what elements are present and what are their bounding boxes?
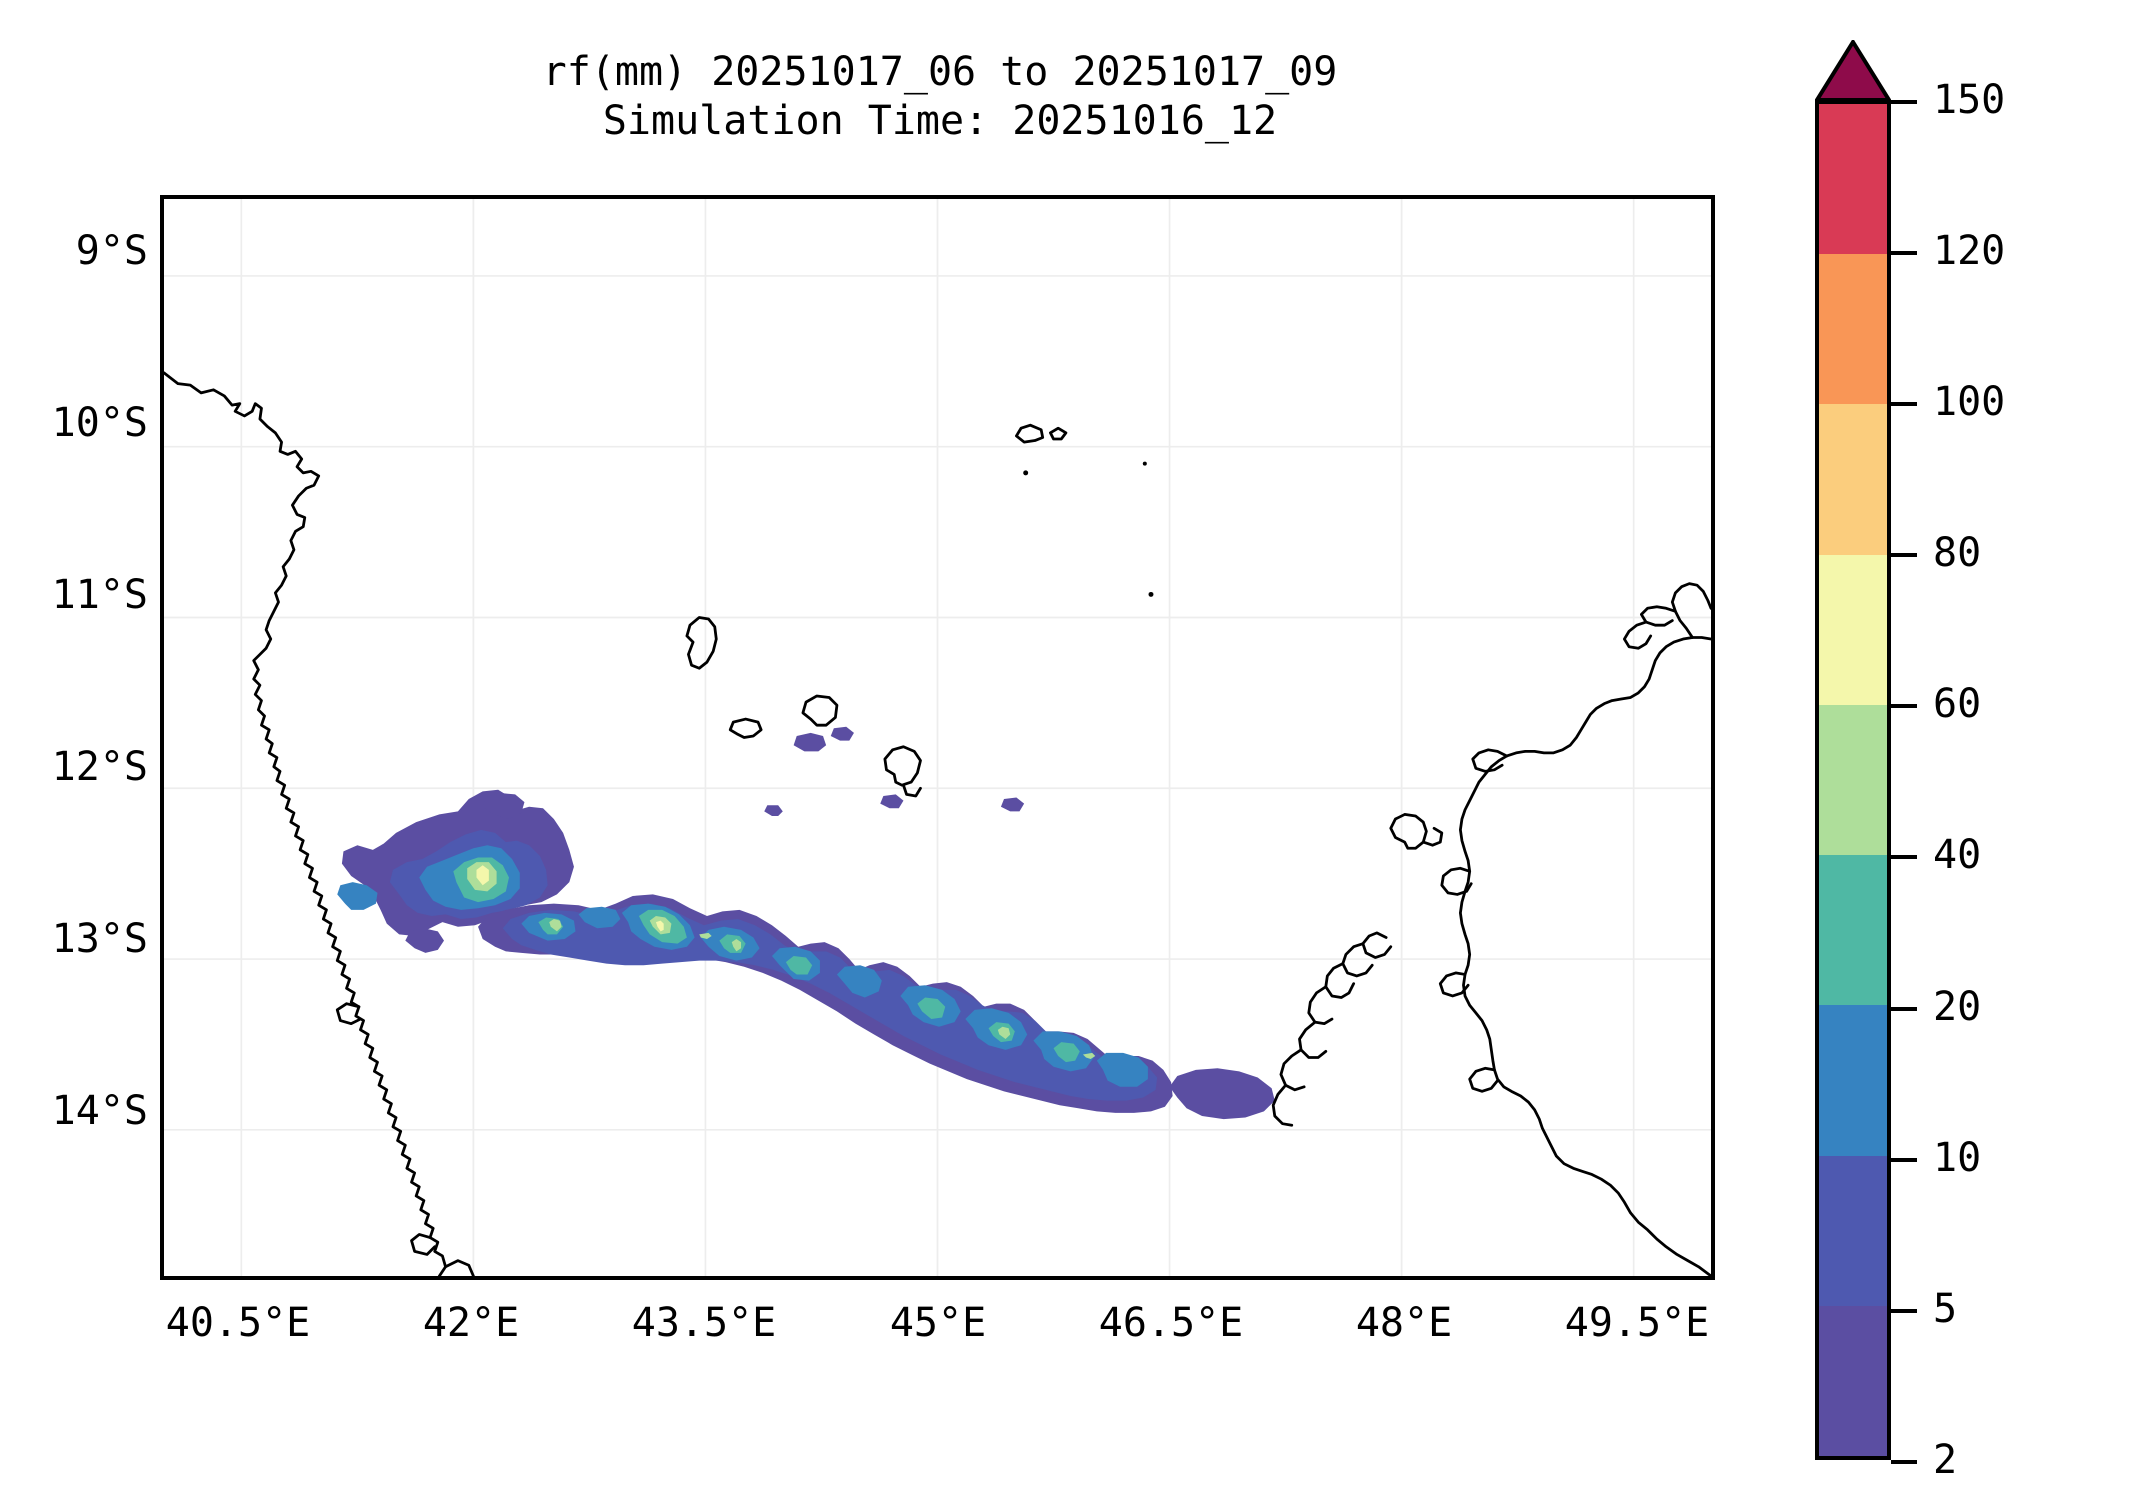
- contour-blob-south: [405, 928, 445, 953]
- contour-blob-north: [482, 792, 525, 820]
- map-axes: [160, 195, 1715, 1280]
- colorbar-band-40-60: [1819, 704, 1887, 856]
- ytick-label-13S: 13°S: [51, 916, 148, 962]
- colorbar-band-120-150: [1819, 104, 1887, 255]
- colorbar-label-150: 150: [1933, 77, 2006, 123]
- colorbar-label-2: 2: [1933, 1437, 1958, 1483]
- contour-tail-east: [1169, 1068, 1275, 1120]
- rainfall-contour-western-cluster: [337, 789, 574, 953]
- xtick-label-46-5E: 46.5°E: [1098, 1300, 1244, 1346]
- figure-title: rf(mm) 20251017_06 to 20251017_09 Simula…: [160, 48, 1720, 146]
- contour-level-10-p2: [578, 906, 621, 929]
- colorbar-label-60: 60: [1933, 681, 1982, 727]
- contour-level-40-c3: [997, 1026, 1011, 1040]
- ytick-label-11S: 11°S: [51, 572, 148, 618]
- colorbar-tick-60: [1891, 704, 1917, 708]
- xtick-label-42E: 42°E: [422, 1300, 520, 1346]
- contour-level-5-band: [502, 903, 1158, 1101]
- colorbar-band-5-10: [1819, 1155, 1887, 1306]
- xtick-label-49-5E: 49.5°E: [1564, 1300, 1710, 1346]
- colorbar-tick-40: [1891, 855, 1917, 859]
- colorbar-label-120: 120: [1933, 228, 2006, 274]
- contour-cell-d: [880, 794, 904, 809]
- colorbar-tick-10: [1891, 1158, 1917, 1162]
- title-line-2: Simulation Time: 20251016_12: [602, 97, 1278, 144]
- contour-level-40-c6: [1082, 1052, 1096, 1060]
- contour-cell-b: [793, 732, 827, 752]
- rainfall-contour-scattered-cells: [764, 726, 1025, 816]
- rainfall-contour-main-band: [478, 894, 1275, 1120]
- contour-level-20-c5: [917, 997, 946, 1020]
- colorbar-band-20-40: [1819, 855, 1887, 1006]
- map-canvas: [164, 199, 1711, 1276]
- ytick-label-14S: 14°S: [51, 1088, 148, 1134]
- colorbar-label-80: 80: [1933, 530, 1982, 576]
- ytick-label-12S: 12°S: [51, 744, 148, 790]
- contour-level-10-p6: [836, 965, 882, 998]
- colorbar-tick-150: [1891, 100, 1917, 104]
- colorbar-body: [1815, 100, 1891, 1460]
- colorbar-band-2-5: [1819, 1305, 1887, 1456]
- contour-level-60-c1: [655, 920, 664, 932]
- colorbar-tick-20: [1891, 1007, 1917, 1011]
- contour-level-20-c7: [1053, 1042, 1080, 1063]
- contour-cell-c: [830, 726, 854, 741]
- colorbar-tick-2: [1891, 1460, 1917, 1464]
- colorbar-tick-120: [1891, 251, 1917, 255]
- contour-level-10-west-lobe: [337, 882, 378, 910]
- contour-level-60: [476, 865, 489, 886]
- colorbar-band-10-20: [1819, 1005, 1887, 1156]
- contour-level-40-c5: [699, 932, 712, 940]
- colorbar-band-60-80: [1819, 554, 1887, 705]
- colorbar-tick-100: [1891, 402, 1917, 406]
- contour-cell-e: [1000, 797, 1025, 812]
- gridlines: [164, 199, 1711, 1276]
- xtick-label-45E: 45°E: [889, 1300, 987, 1346]
- map-plot-area: [164, 199, 1711, 1276]
- colorbar-extend-arrow: [1815, 40, 1891, 102]
- colorbar-band-80-100: [1819, 404, 1887, 555]
- ytick-label-10S: 10°S: [51, 400, 148, 446]
- xtick-label-40-5E: 40.5°E: [165, 1300, 311, 1346]
- contour-level-20-c4: [785, 955, 813, 975]
- colorbar-label-100: 100: [1933, 379, 2006, 425]
- ytick-label-9S: 9°S: [75, 228, 148, 274]
- title-line-1: rf(mm) 20251017_06 to 20251017_09: [542, 49, 1338, 95]
- coastlines: [164, 371, 1711, 1276]
- colorbar-tick-5: [1891, 1309, 1917, 1313]
- colorbar-label-20: 20: [1933, 984, 1982, 1030]
- colorbar: 150 120 100 80 60 40 20 10 5 2: [1815, 40, 2115, 1483]
- contour-level-10-p10: [1096, 1052, 1148, 1087]
- colorbar-label-5: 5: [1933, 1286, 1958, 1332]
- colorbar-label-40: 40: [1933, 832, 1982, 878]
- contour-level-40-c2: [549, 919, 562, 932]
- xtick-label-43-5E: 43.5°E: [631, 1300, 777, 1346]
- xtick-label-48E: 48°E: [1355, 1300, 1453, 1346]
- contour-level-40-c4: [731, 939, 742, 952]
- colorbar-band-100-120: [1819, 254, 1887, 405]
- contour-cell-a: [764, 805, 783, 816]
- colorbar-tick-80: [1891, 553, 1917, 557]
- colorbar-label-10: 10: [1933, 1135, 1982, 1181]
